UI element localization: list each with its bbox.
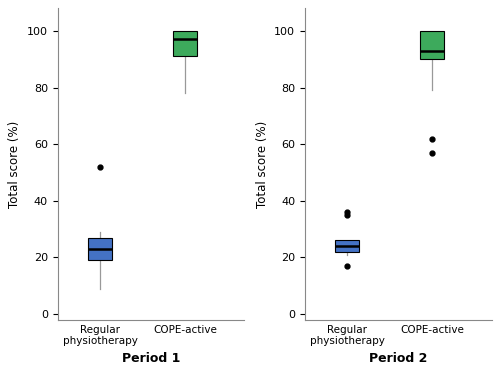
Bar [173, 31, 197, 56]
Bar [336, 241, 359, 252]
Bar [88, 238, 112, 260]
X-axis label: Period 1: Period 1 [122, 352, 180, 365]
Bar [420, 31, 444, 59]
Y-axis label: Total score (%): Total score (%) [256, 120, 268, 208]
X-axis label: Period 2: Period 2 [369, 352, 428, 365]
Y-axis label: Total score (%): Total score (%) [8, 120, 22, 208]
